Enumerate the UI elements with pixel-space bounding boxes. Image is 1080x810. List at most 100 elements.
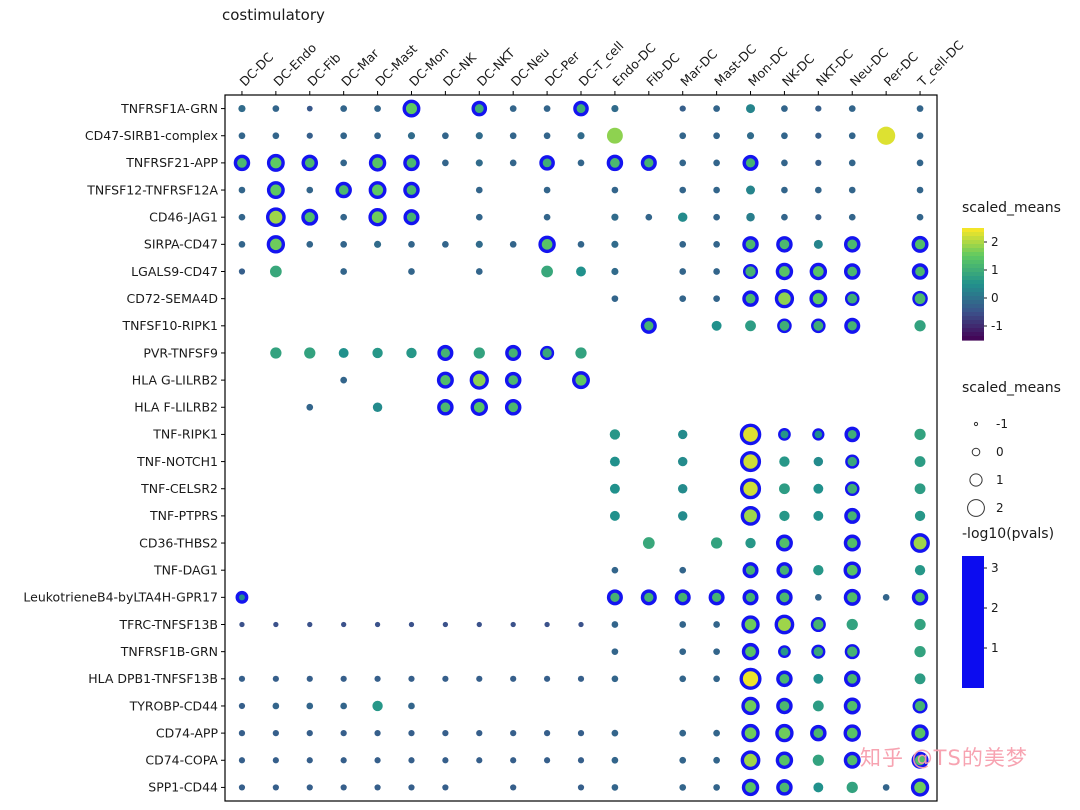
dot <box>611 295 619 302</box>
dot <box>746 212 755 222</box>
y-axis-label: CD47-SIRB1-complex <box>85 128 218 143</box>
dot <box>776 697 793 715</box>
dot <box>677 511 688 521</box>
size-legend-circle <box>967 499 985 517</box>
y-axis-label: TNF-RIPK1 <box>152 427 218 442</box>
dot <box>238 757 246 764</box>
dot <box>679 756 687 764</box>
y-axis-label: HLA G-LILRB2 <box>132 372 218 387</box>
color-gradient-slice <box>962 240 984 245</box>
dot <box>775 262 794 281</box>
dot <box>442 730 449 737</box>
dot <box>269 265 282 278</box>
dot <box>739 667 762 690</box>
size-legend-title: scaled_means <box>962 380 1061 396</box>
dot <box>374 105 381 112</box>
dot <box>238 702 246 710</box>
dot <box>713 729 720 737</box>
dot <box>543 675 551 682</box>
dot <box>577 730 585 737</box>
color-gradient-slice <box>962 236 984 241</box>
dot <box>844 426 861 443</box>
dot <box>403 154 420 172</box>
dot <box>914 646 926 658</box>
dot <box>374 240 382 248</box>
dot <box>233 154 251 172</box>
y-axis-label: SIRPA-CD47 <box>144 237 218 252</box>
dot <box>843 724 861 742</box>
dot <box>406 347 417 359</box>
dot <box>779 483 790 495</box>
color-gradient-slice <box>962 308 984 313</box>
dot <box>372 402 383 412</box>
dot <box>912 290 928 307</box>
dot <box>848 186 856 194</box>
dot <box>504 371 522 389</box>
dot <box>910 778 930 797</box>
dot <box>713 213 720 221</box>
dot <box>442 757 449 764</box>
dot <box>742 589 759 606</box>
dot <box>813 782 824 793</box>
dot <box>679 621 687 628</box>
dot <box>848 105 856 112</box>
dot <box>843 588 861 606</box>
dot <box>679 186 687 194</box>
dot <box>306 702 314 710</box>
dot <box>340 105 348 112</box>
dot <box>407 132 416 140</box>
y-axis-label: CD74-COPA <box>145 753 218 768</box>
color-gradient-slice <box>962 328 984 333</box>
dot <box>272 784 279 791</box>
dot <box>844 507 861 524</box>
dot <box>911 589 929 606</box>
dot <box>774 289 795 309</box>
dot <box>848 132 856 140</box>
dot <box>911 263 929 280</box>
size-legend-circle <box>973 421 979 427</box>
dot <box>679 132 687 140</box>
dot <box>403 209 420 226</box>
dot <box>679 268 687 275</box>
dot <box>775 723 794 743</box>
size-legend-circle <box>971 447 981 457</box>
y-axis-label: PVR-TNFSF9 <box>143 345 218 360</box>
dot <box>740 506 761 526</box>
color-gradient-slice <box>962 264 984 269</box>
dot <box>338 348 349 358</box>
dot <box>812 700 824 712</box>
dot <box>442 621 449 628</box>
y-axis-label: HLA DPB1-TNFSF13B <box>88 671 218 686</box>
color-gradient-slice <box>962 248 984 253</box>
color-gradient-slice <box>962 312 984 317</box>
color-legend-tick-label: 0 <box>991 291 999 305</box>
dot <box>402 99 421 118</box>
dot <box>436 371 454 389</box>
dot <box>713 268 720 275</box>
dot <box>476 730 483 737</box>
dot <box>813 456 824 467</box>
color-gradient-slice <box>962 288 984 293</box>
color-gradient-slice <box>962 332 984 337</box>
color-gradient-slice <box>962 272 984 277</box>
dot <box>914 483 926 495</box>
dot <box>882 594 890 601</box>
dot <box>742 263 759 280</box>
dot <box>340 213 348 221</box>
color-gradient-slice <box>962 336 984 341</box>
dot <box>238 675 246 682</box>
dot <box>813 483 824 494</box>
dot <box>843 263 861 280</box>
dot <box>270 347 282 359</box>
dot <box>843 751 861 769</box>
dot <box>473 347 485 359</box>
dot <box>238 784 246 791</box>
dot <box>471 100 488 117</box>
dot <box>882 784 890 791</box>
dot <box>679 729 687 737</box>
dot <box>374 132 381 140</box>
dot <box>611 267 619 276</box>
dot <box>677 429 688 440</box>
